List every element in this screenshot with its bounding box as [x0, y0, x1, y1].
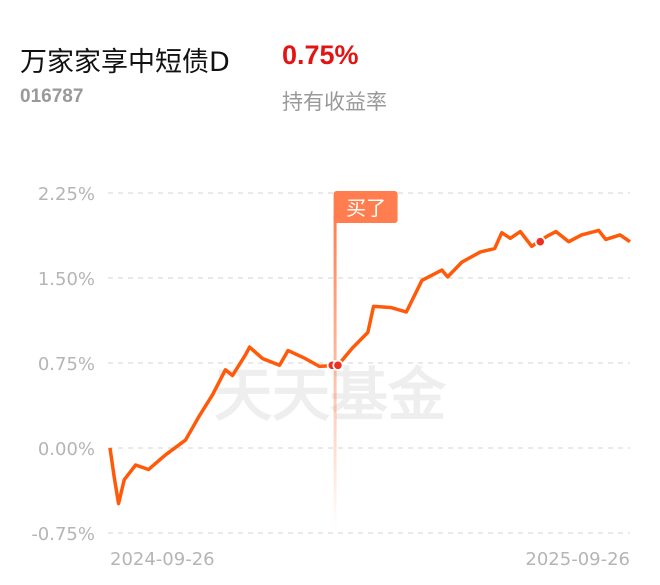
- buy-line: [333, 215, 337, 530]
- watermark: 天天基金: [214, 361, 447, 429]
- y-tick-label: 0.75%: [38, 354, 95, 375]
- y-tick-label: 0.00%: [38, 439, 95, 460]
- fund-code: 016787: [20, 86, 84, 107]
- y-tick-label: 1.50%: [38, 269, 95, 290]
- x-tick-label: 2024-09-26: [110, 549, 215, 570]
- y-tick-label: 2.25%: [38, 184, 95, 205]
- fund-name: 万家家享中短债D: [20, 47, 230, 78]
- trade-marker: [334, 361, 342, 370]
- holding-return-value: 0.75%: [282, 40, 359, 70]
- trade-marker: [536, 237, 545, 246]
- buy-tag: [333, 191, 398, 223]
- holding-return-label: 持有收益率: [282, 90, 387, 114]
- buy-tag-label: 买了: [346, 196, 386, 220]
- x-tick-label: 2025-09-26: [525, 549, 630, 570]
- y-tick-label: -0.75%: [31, 524, 95, 545]
